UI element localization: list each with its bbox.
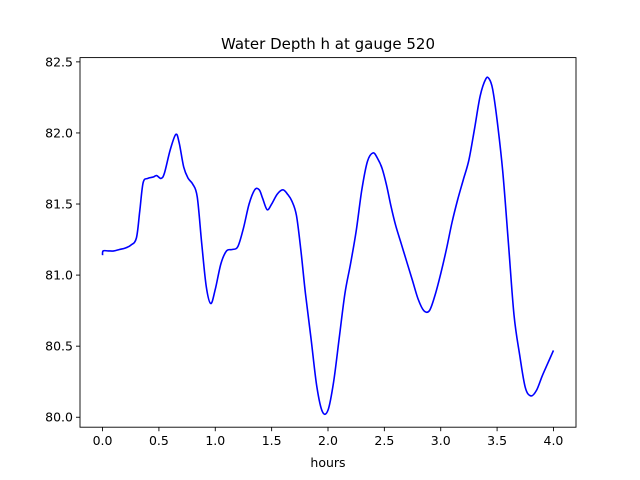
x-tick-label: 4.0 — [544, 433, 564, 448]
x-tick-label: 1.0 — [205, 433, 225, 448]
series-layer — [101, 76, 555, 416]
chart-title: Water Depth h at gauge 520 — [221, 35, 435, 53]
y-tick-label: 81.0 — [45, 268, 73, 283]
y-tick-label: 80.0 — [45, 410, 73, 425]
x-tick-label: 3.5 — [487, 433, 507, 448]
y-tick-label: 80.5 — [45, 339, 73, 354]
y-ticks: 80.0 80.5 81.0 81.5 82.0 82.5 — [45, 54, 80, 425]
plot-frame — [79, 57, 577, 428]
x-tick-label: 3.0 — [431, 433, 451, 448]
y-tick-label: 82.0 — [45, 125, 73, 140]
x-tick-label: 2.5 — [374, 433, 394, 448]
x-tick-label: 1.5 — [262, 433, 282, 448]
x-ticks: 0.0 0.5 1.0 1.5 2.0 2.5 3.0 3.5 4.0 — [93, 427, 564, 448]
x-tick-label: 2.0 — [318, 433, 338, 448]
y-tick-label: 82.5 — [45, 54, 73, 69]
x-tick-label: 0.5 — [149, 433, 169, 448]
series-line — [101, 76, 555, 416]
y-tick-label: 81.5 — [45, 197, 73, 212]
x-axis-label: hours — [310, 455, 345, 470]
x-tick-label: 0.0 — [93, 433, 113, 448]
